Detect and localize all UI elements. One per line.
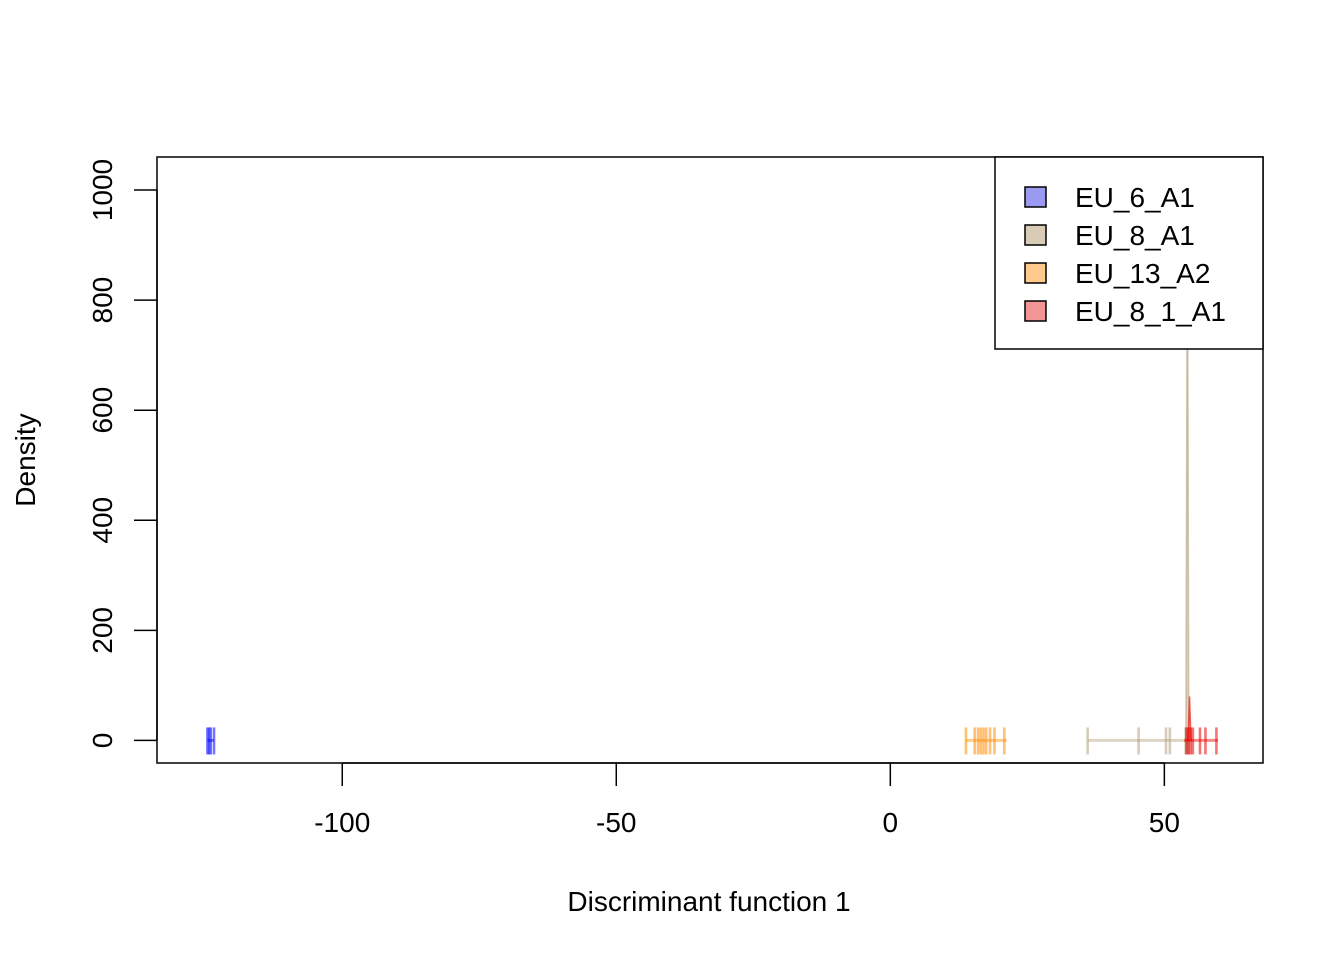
series-EU_13_A2 bbox=[964, 727, 1007, 755]
legend-swatch bbox=[1024, 224, 1047, 246]
y-tick-label: 200 bbox=[87, 607, 118, 654]
y-tick-label: 0 bbox=[87, 733, 118, 749]
series-EU_6_A1 bbox=[206, 727, 216, 755]
series-EU_8_1_A1 bbox=[1184, 696, 1219, 755]
legend-swatch bbox=[1024, 262, 1047, 284]
y-tick-label: 600 bbox=[87, 387, 118, 434]
legend-label: EU_13_A2 bbox=[1075, 258, 1210, 289]
legend-label: EU_6_A1 bbox=[1075, 182, 1195, 213]
y-tick-label: 400 bbox=[87, 497, 118, 544]
x-axis-label: Discriminant function 1 bbox=[567, 886, 850, 917]
y-axis-label: Density bbox=[10, 413, 41, 506]
y-tick-label: 800 bbox=[87, 277, 118, 324]
legend: EU_6_A1 EU_8_A1 EU_13_A2 EU_8_1_A1 bbox=[994, 156, 1264, 350]
legend-swatch bbox=[1024, 300, 1047, 322]
x-tick-label: -50 bbox=[596, 807, 636, 838]
x-tick-label: 50 bbox=[1149, 807, 1180, 838]
legend-swatch bbox=[1024, 186, 1047, 208]
marks-layer bbox=[206, 179, 1219, 755]
y-axis: 0 200 400 600 800 1000 bbox=[87, 159, 158, 749]
legend-label: EU_8_1_A1 bbox=[1075, 296, 1226, 327]
x-tick-label: -100 bbox=[314, 807, 370, 838]
legend-label: EU_8_A1 bbox=[1075, 220, 1195, 251]
y-tick-label: 1000 bbox=[87, 159, 118, 221]
x-axis: -100 -50 0 50 bbox=[314, 762, 1180, 838]
x-tick-label: 0 bbox=[883, 807, 899, 838]
